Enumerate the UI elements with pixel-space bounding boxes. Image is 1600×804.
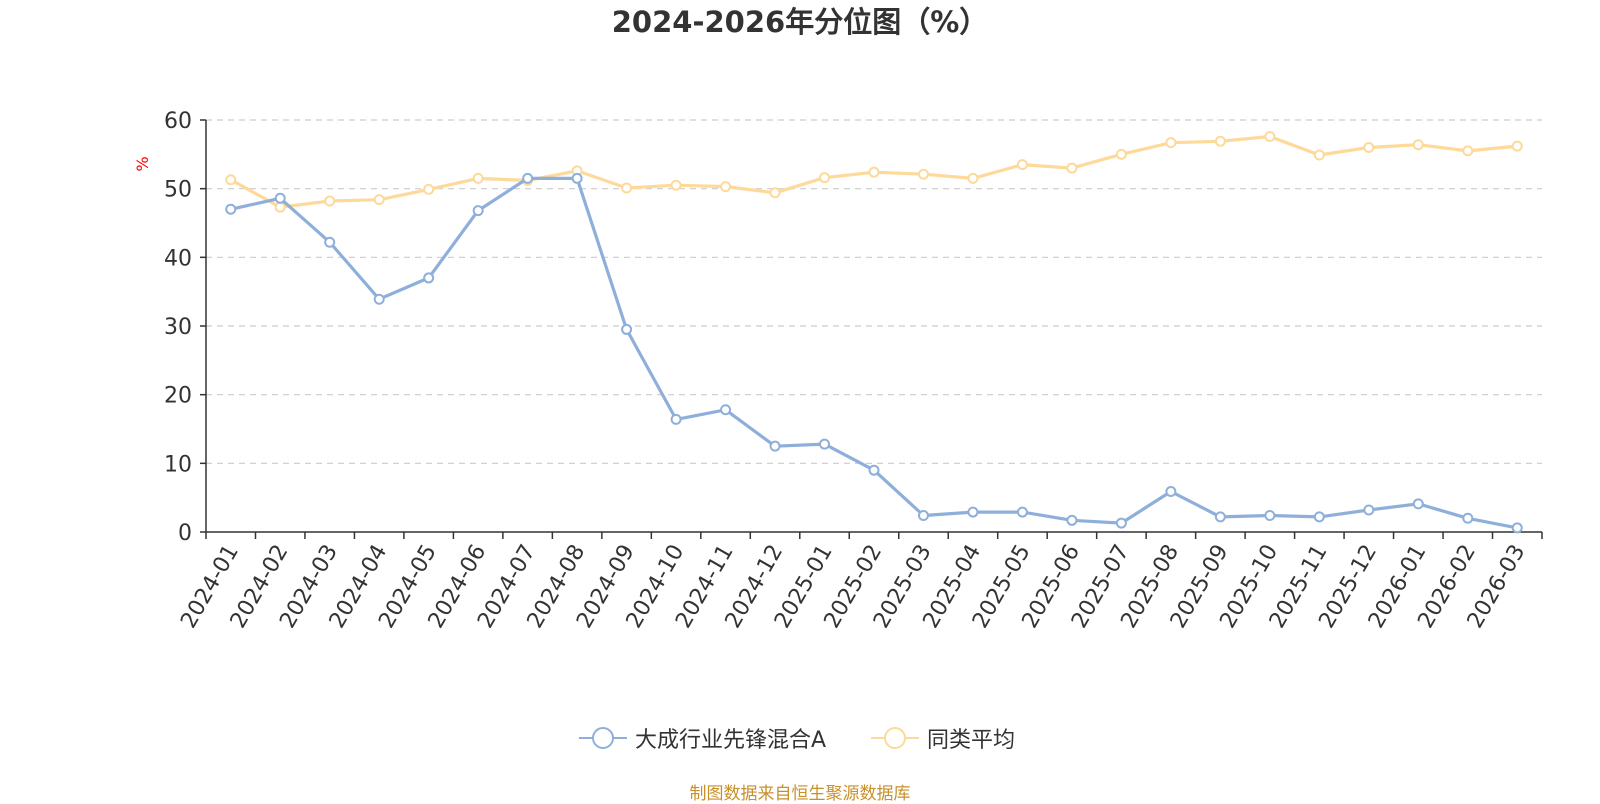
data-point xyxy=(1066,514,1078,526)
y-tick-label: 0 xyxy=(178,521,192,546)
data-point xyxy=(472,172,484,184)
data-point xyxy=(769,440,781,452)
data-point xyxy=(917,168,929,180)
y-axis-label: % xyxy=(133,156,152,171)
data-point xyxy=(967,172,979,184)
data-point xyxy=(324,195,336,207)
data-point xyxy=(373,293,385,305)
data-point xyxy=(769,187,781,199)
data-point xyxy=(1066,162,1078,174)
data-point xyxy=(1165,485,1177,497)
data-point xyxy=(472,205,484,217)
source-note: 制图数据来自恒生聚源数据库 xyxy=(689,784,911,804)
data-point xyxy=(1264,510,1276,522)
data-point xyxy=(1115,148,1127,160)
data-point xyxy=(1115,517,1127,529)
data-point xyxy=(1214,511,1226,523)
data-point xyxy=(274,192,286,204)
data-point xyxy=(1511,140,1523,152)
y-tick-label: 50 xyxy=(164,178,192,203)
data-point xyxy=(868,464,880,476)
legend-marker-average-icon xyxy=(871,727,919,749)
y-tick-label: 10 xyxy=(164,452,192,477)
data-point xyxy=(1511,522,1523,534)
data-point xyxy=(373,194,385,206)
y-tick-label: 20 xyxy=(164,384,192,409)
chart-title: 2024-2026年分位图（%） xyxy=(611,5,989,39)
y-tick-label: 60 xyxy=(164,109,192,134)
data-point xyxy=(1412,139,1424,151)
data-point xyxy=(1313,511,1325,523)
legend-item-average[interactable]: 同类平均 xyxy=(871,718,1015,758)
data-point xyxy=(522,172,534,184)
data-point xyxy=(868,166,880,178)
data-point xyxy=(720,181,732,193)
data-point xyxy=(670,179,682,191)
data-point xyxy=(621,323,633,335)
data-point xyxy=(1363,504,1375,516)
data-point xyxy=(225,174,237,186)
data-point xyxy=(1016,159,1028,171)
data-point xyxy=(967,506,979,518)
data-point xyxy=(1016,506,1028,518)
data-point xyxy=(423,272,435,284)
data-point xyxy=(1462,512,1474,524)
axes xyxy=(200,119,1543,539)
data-point xyxy=(274,201,286,213)
data-point xyxy=(1462,145,1474,157)
legend-label-fund: 大成行业先锋混合A xyxy=(635,728,827,753)
data-point xyxy=(819,172,831,184)
legend-marker-fund-icon xyxy=(579,727,627,749)
data-point xyxy=(423,183,435,195)
legend-label-average: 同类平均 xyxy=(927,728,1016,753)
series-lines xyxy=(225,130,1523,534)
tick-labels: 0102030405060%2024-012024-022024-032024-… xyxy=(133,109,1530,633)
data-point xyxy=(819,438,831,450)
data-point xyxy=(1313,149,1325,161)
data-point xyxy=(917,510,929,522)
legend: 大成行业先锋混合A 同类平均 xyxy=(0,718,1600,758)
y-tick-label: 40 xyxy=(164,246,192,271)
data-point xyxy=(1264,130,1276,142)
data-point xyxy=(1214,135,1226,147)
data-point xyxy=(324,236,336,248)
data-point xyxy=(225,203,237,215)
y-tick-label: 30 xyxy=(164,315,192,340)
data-point xyxy=(720,404,732,416)
legend-item-fund[interactable]: 大成行业先锋混合A xyxy=(579,718,826,758)
data-point xyxy=(1165,137,1177,149)
data-point xyxy=(670,413,682,425)
data-point xyxy=(1412,498,1424,510)
data-point xyxy=(621,182,633,194)
data-point xyxy=(1363,141,1375,153)
data-point xyxy=(571,172,583,184)
